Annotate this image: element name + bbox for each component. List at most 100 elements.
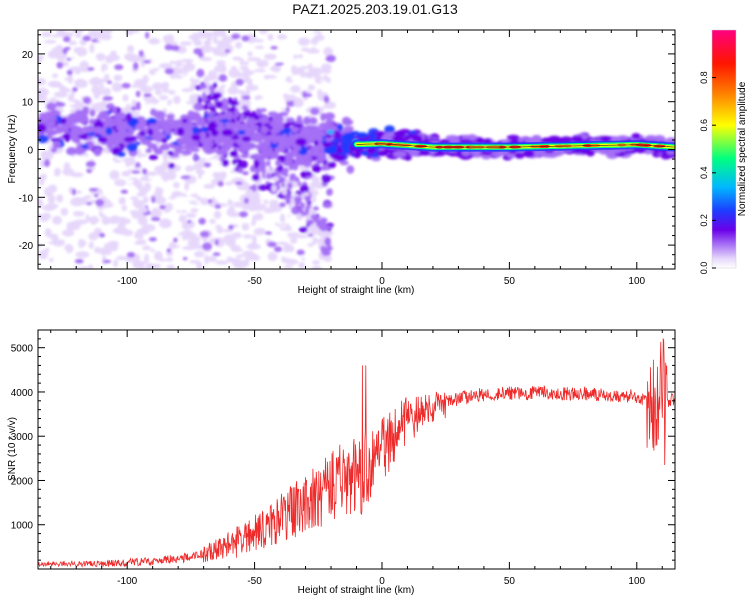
spectrogram-blob: [282, 66, 292, 72]
spectrogram-blob: [284, 258, 299, 265]
spectrogram-blob: [275, 159, 282, 167]
spectrogram-blob: [320, 217, 328, 223]
spectrogram-ridge: [352, 139, 675, 152]
colorbar: 0.0 0.2 0.4 0.6 0.8 Normalized spectral ampl…: [699, 29, 748, 274]
spectrogram-blob: [51, 46, 65, 54]
x-tick-label: 100: [628, 276, 645, 287]
spectrogram-blob: [343, 125, 355, 132]
spectrogram-blob: [73, 147, 86, 155]
spectrogram-blob: [547, 135, 561, 142]
spectrogram-blob: [128, 127, 135, 135]
spectrogram-blob: [52, 236, 57, 242]
spectrogram-blob: [239, 58, 245, 66]
x-tick-label: 50: [504, 276, 516, 287]
spectrogram-blob: [135, 203, 144, 208]
spectrogram-blob: [38, 94, 48, 102]
spectrogram-blob: [56, 249, 68, 253]
spectrogram-blob: [164, 44, 174, 51]
y-tick-label: 2000: [11, 476, 34, 487]
spectrogram-blob: [251, 73, 257, 83]
spectrogram-blob: [333, 130, 341, 135]
spectrogram-blob: [320, 63, 332, 72]
spectrogram-blob: [199, 44, 214, 53]
spectrogram-blob: [211, 94, 220, 100]
spectrogram-blob: [290, 74, 300, 82]
spectrogram-blob: [147, 40, 161, 44]
spectrogram-blob: [314, 74, 322, 84]
spectrogram-blob: [95, 52, 106, 62]
spectrogram-blob: [187, 219, 192, 224]
spectrogram-blob: [110, 50, 118, 57]
spectrogram-blob: [251, 174, 260, 182]
spectrogram-blob: [103, 69, 109, 74]
spectrogram-blob: [74, 80, 88, 89]
spectrogram-blob: [212, 30, 227, 37]
spectrogram-blob: [193, 48, 203, 55]
spectrogram-blob: [598, 148, 611, 155]
spectrogram-blob: [159, 181, 165, 187]
spectrogram-blob: [157, 191, 163, 197]
spectrogram-blob: [157, 67, 166, 77]
spectrogram-blob: [249, 136, 262, 142]
spectrogram-blob: [189, 259, 201, 264]
spectrogram-blob: [254, 45, 265, 50]
spectrogram-blob: [159, 95, 169, 101]
snr-panel: -100 -50 0 50 100 1000 2000 3000 4000 5000 Heigh…: [7, 329, 676, 596]
spectrogram-blob: [176, 127, 185, 136]
spectrogram-blob: [312, 206, 320, 211]
spectrogram-blob: [144, 31, 150, 39]
spectrogram-blob: [78, 228, 83, 233]
spectrogram-blob: [151, 184, 156, 194]
spectrogram-blob: [204, 149, 214, 155]
spectrogram-blob: [67, 113, 78, 122]
spectrogram-blob: [142, 196, 149, 204]
spectrogram-blob: [265, 136, 276, 141]
spectrogram-blob: [256, 108, 262, 117]
spectrogram-blob: [292, 67, 304, 72]
colorbar-gradient: [712, 30, 736, 268]
spectrogram-blob: [203, 183, 216, 189]
spectrogram-blob: [173, 78, 180, 88]
spectrogram-blob: [224, 139, 235, 148]
spectrogram-blob: [115, 125, 126, 131]
spectrogram-blob: [134, 123, 143, 131]
spectrogram-blob: [109, 170, 120, 180]
spectrogram-blob: [217, 180, 224, 187]
spectrogram-blob: [279, 202, 286, 208]
spectrogram-blob: [203, 162, 212, 168]
spectrogram-blob: [232, 259, 247, 269]
spectrogram-blob: [111, 106, 118, 114]
spectrogram-blob: [137, 148, 142, 159]
spectrogram-blob: [274, 181, 281, 187]
spectrogram-blob: [60, 207, 69, 216]
spectrogram-blob: [241, 35, 250, 42]
spectrogram-blob: [120, 161, 126, 171]
spectrogram-blob: [41, 31, 52, 38]
y-tick-label: 0: [27, 146, 33, 157]
spectrogram-blob: [68, 40, 78, 46]
spectrogram-blob: [323, 95, 330, 104]
spectrogram-blob: [305, 153, 312, 160]
spectrogram-blob: [224, 49, 231, 54]
snr-x-ticks: -100 -50 0 50 100: [50, 330, 663, 587]
spectrogram-blob: [274, 169, 280, 177]
spectrogram-blob: [146, 171, 158, 176]
spectrogram-blob: [313, 140, 319, 147]
spectrogram-blob: [75, 199, 83, 203]
spectrogram-blob: [386, 148, 397, 154]
spectrogram-blob: [295, 218, 306, 227]
spectrogram-blob: [117, 129, 127, 135]
spectrogram-blob: [249, 185, 255, 190]
spectrogram-blob: [93, 121, 104, 129]
spectrogram-blob: [125, 112, 133, 122]
spectrogram-blob: [89, 43, 95, 54]
spectrogram-blob: [75, 109, 83, 115]
spectrogram-blob: [263, 74, 271, 80]
spectrogram-blob: [74, 33, 83, 38]
spectrogram-blob: [271, 64, 281, 73]
spectrogram-blob: [116, 119, 122, 125]
spectrogram-blob: [196, 262, 203, 269]
spectrogram-blob: [267, 33, 274, 41]
spectrogram-blob: [336, 123, 344, 131]
